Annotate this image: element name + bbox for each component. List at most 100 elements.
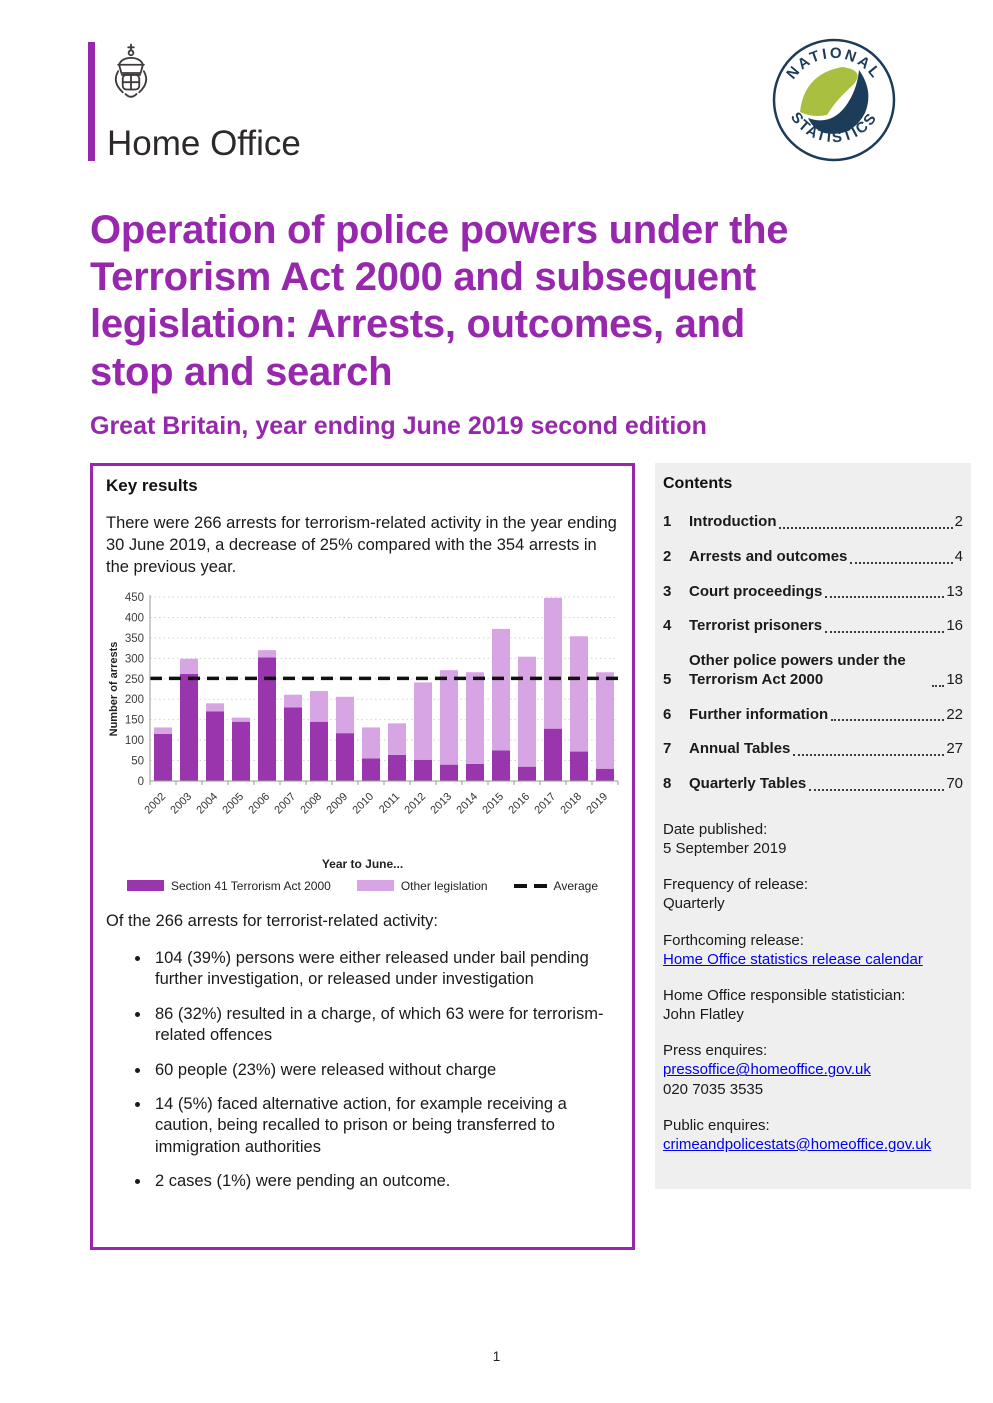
bar-section41-2019 <box>596 768 614 781</box>
bar-other-2002 <box>154 727 172 734</box>
toc-label: Introduction <box>689 513 777 530</box>
svg-text:2018: 2018 <box>558 790 584 816</box>
bar-other-2019 <box>596 672 614 769</box>
toc-label: Terrorist prisoners <box>689 617 823 635</box>
info-label: Press enquires: <box>663 1042 768 1060</box>
info-label: Public enquires: <box>663 1116 770 1134</box>
bar-section41-2004 <box>206 711 224 781</box>
page-number: 1 <box>492 1349 501 1364</box>
bar-section41-2017 <box>544 728 562 781</box>
bar-other-2005 <box>232 717 250 722</box>
svg-text:2002: 2002 <box>142 790 168 816</box>
toc-item[interactable]: 5 Other police powers under the Terrorism… <box>663 652 963 690</box>
toc-number: 7 <box>663 740 672 758</box>
bar-other-2006 <box>258 649 276 658</box>
crown-icon <box>114 43 148 98</box>
bar-other-2008 <box>310 690 328 722</box>
bar-section41-2013 <box>440 764 458 781</box>
bullet-item: 60 people (23%) were released without ch… <box>151 1060 619 1081</box>
bar-section41-2011 <box>388 754 406 781</box>
title-line: stop and search <box>90 349 393 394</box>
national-statistics-badge: NATIONAL STATISTICS <box>772 38 896 162</box>
svg-text:2009: 2009 <box>324 790 350 816</box>
toc-number: 8 <box>663 775 672 792</box>
page-subtitle: Great Britain, year ending June 2019 sec… <box>90 412 707 440</box>
bar-section41-2016 <box>518 766 536 781</box>
svg-text:2006: 2006 <box>246 790 272 816</box>
toc-page-number: 16 <box>946 617 963 635</box>
svg-text:2010: 2010 <box>350 790 376 816</box>
legend-item: Other legislation <box>356 879 488 893</box>
toc-label: Other police powers under the Terrorism … <box>689 652 906 688</box>
toc-item[interactable]: 2 Arrests and outcomes 4 <box>663 548 963 567</box>
chart-x-tick-labels: 2002 2003 2004 2005 2006 2007 2008 2009 2010 2011… <box>142 790 610 816</box>
legend-item: Average <box>513 878 599 893</box>
toc-label: Further information <box>689 705 829 723</box>
toc-number: 1 <box>663 513 672 530</box>
legend-swatch-icon <box>356 880 394 892</box>
toc-number: 4 <box>663 617 672 635</box>
toc-item[interactable]: 8 Quarterly Tables 70 <box>663 775 963 794</box>
bar-other-2016 <box>518 656 536 767</box>
bar-section41-2018 <box>570 751 588 781</box>
chart-legend: Section 41 Terrorism Act 2000 Other legis… <box>106 879 619 893</box>
bullet-item: 104 (39%) persons were either released u… <box>151 948 619 991</box>
badge-checkmark-art <box>800 67 869 134</box>
bar-other-2017 <box>544 597 562 729</box>
svg-text:450: 450 <box>125 592 144 604</box>
svg-text:200: 200 <box>125 694 144 706</box>
info-value: John Flatley <box>663 1006 744 1024</box>
bar-other-2014 <box>466 672 484 764</box>
bar-section41-2015 <box>492 750 510 781</box>
toc-page-number: 18 <box>946 670 963 688</box>
toc-dotted-leader <box>825 596 945 599</box>
info-link[interactable]: crimeandpolicestats@homeoffice.gov.uk <box>663 1136 932 1153</box>
chart-y-axis-title: Number of arrests <box>108 641 120 736</box>
svg-text:2016: 2016 <box>506 790 532 816</box>
svg-text:2014: 2014 <box>454 790 480 816</box>
home-office-logo: Home Office <box>88 42 301 161</box>
info-value: Quarterly <box>663 895 725 913</box>
toc-dotted-leader <box>793 754 945 756</box>
bar-section41-2009 <box>336 732 354 781</box>
chart-x-axis-title: Year to June... <box>321 856 404 871</box>
toc-page-number: 13 <box>946 582 963 600</box>
svg-text:350: 350 <box>125 633 144 645</box>
svg-text:2004: 2004 <box>194 790 220 816</box>
legend-item: Section 41 Terrorism Act 2000 <box>126 878 331 893</box>
key-results-box: Key results There were 266 arrests for t… <box>90 463 635 1250</box>
svg-text:300: 300 <box>125 653 144 665</box>
toc-label: Quarterly Tables <box>689 775 807 792</box>
info-link[interactable]: pressoffice@homeoffice.gov.uk <box>663 1061 871 1079</box>
toc-page-number: 27 <box>946 740 963 758</box>
bar-section41-2003 <box>180 673 198 781</box>
toc-dotted-leader <box>932 684 945 687</box>
bar-other-2018 <box>570 636 588 752</box>
contents-heading: Contents <box>663 475 733 492</box>
legend-label: Average <box>553 878 599 893</box>
bar-section41-2008 <box>310 721 328 781</box>
svg-text:2005: 2005 <box>220 790 246 816</box>
toc-dotted-leader <box>809 788 945 791</box>
bar-section41-2005 <box>232 721 250 781</box>
toc-item[interactable]: 3 Court proceedings 13 <box>663 583 963 602</box>
toc-item[interactable]: 7 Annual Tables 27 <box>663 740 963 759</box>
svg-text:2017: 2017 <box>532 790 558 816</box>
bar-other-2015 <box>492 628 510 751</box>
toc-item[interactable]: 6 Further information 22 <box>663 706 963 725</box>
chart-axes <box>149 594 619 785</box>
toc-page-number: 22 <box>946 705 963 723</box>
bullet-item: 14 (5%) faced alternative action, for ex… <box>151 1094 619 1158</box>
title-line: Terrorism Act 2000 and subsequent <box>90 255 756 300</box>
info-value: 020 7035 3535 <box>663 1080 764 1098</box>
bar-section41-2010 <box>362 758 380 781</box>
logo-purple-bar <box>88 42 95 161</box>
info-link[interactable]: Home Office statistics release calendar <box>663 950 923 968</box>
toc-item[interactable]: 1 Introduction 2 <box>663 513 963 532</box>
title-line: legislation: Arrests, outcomes, and <box>90 302 745 347</box>
toc-item[interactable]: 4 Terrorist prisoners 16 <box>663 617 963 636</box>
svg-text:2003: 2003 <box>168 790 194 816</box>
legend-label: Section 41 Terrorism Act 2000 <box>170 878 331 893</box>
